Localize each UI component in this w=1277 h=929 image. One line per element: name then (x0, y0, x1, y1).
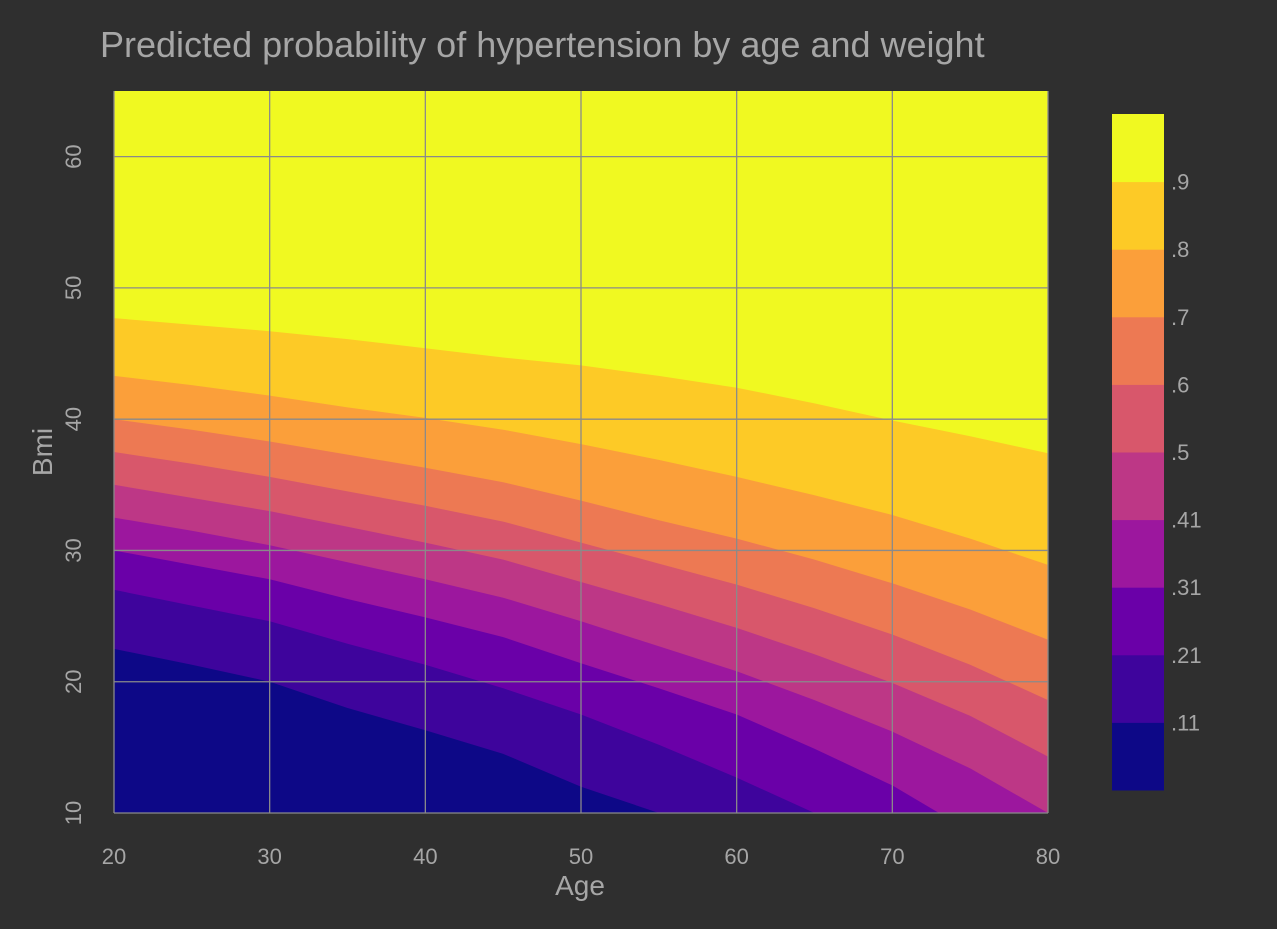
x-tick-label: 50 (569, 844, 593, 869)
x-tick-label: 30 (257, 844, 281, 869)
legend-swatch (1112, 384, 1164, 453)
legend-label: .5 (1171, 440, 1189, 465)
legend-swatch (1112, 181, 1164, 250)
legend-swatch (1112, 654, 1164, 723)
legend-swatch (1112, 587, 1164, 656)
legend-swatch (1112, 452, 1164, 521)
legend-swatch (1112, 519, 1164, 588)
y-axis-ticks: 10 20 30 40 50 60 (61, 144, 86, 825)
legend-swatch (1112, 316, 1164, 385)
legend-label: .7 (1171, 305, 1189, 330)
grid-lines (113, 91, 1049, 814)
x-axis-label: Age (555, 870, 605, 901)
y-tick-label: 20 (61, 669, 86, 693)
legend-swatch (1112, 722, 1164, 791)
y-tick-label: 30 (61, 538, 86, 562)
chart-title: Predicted probability of hypertension by… (100, 24, 985, 65)
x-axis-ticks: 20 30 40 50 60 70 80 (102, 844, 1060, 869)
legend-label: .8 (1171, 237, 1189, 262)
color-legend: .11 .21 .31 .41 .5 .6 .7 .8 .9 (1112, 114, 1202, 791)
y-axis-label: Bmi (27, 428, 58, 476)
legend-swatch (1112, 114, 1164, 183)
x-tick-label: 70 (880, 844, 904, 869)
y-tick-label: 50 (61, 276, 86, 300)
legend-label: .41 (1171, 508, 1202, 533)
legend-swatch (1112, 249, 1164, 318)
x-tick-label: 20 (102, 844, 126, 869)
legend-label: .21 (1171, 643, 1202, 668)
y-tick-label: 60 (61, 144, 86, 168)
legend-label: .11 (1171, 710, 1200, 735)
y-tick-label: 10 (61, 801, 86, 825)
y-tick-label: 40 (61, 407, 86, 431)
legend-label: .31 (1171, 575, 1202, 600)
x-tick-label: 40 (413, 844, 437, 869)
legend-label: .9 (1171, 170, 1189, 195)
legend-label: .6 (1171, 372, 1189, 397)
x-tick-label: 80 (1036, 844, 1060, 869)
x-tick-label: 60 (724, 844, 748, 869)
plot-area (114, 91, 1048, 813)
